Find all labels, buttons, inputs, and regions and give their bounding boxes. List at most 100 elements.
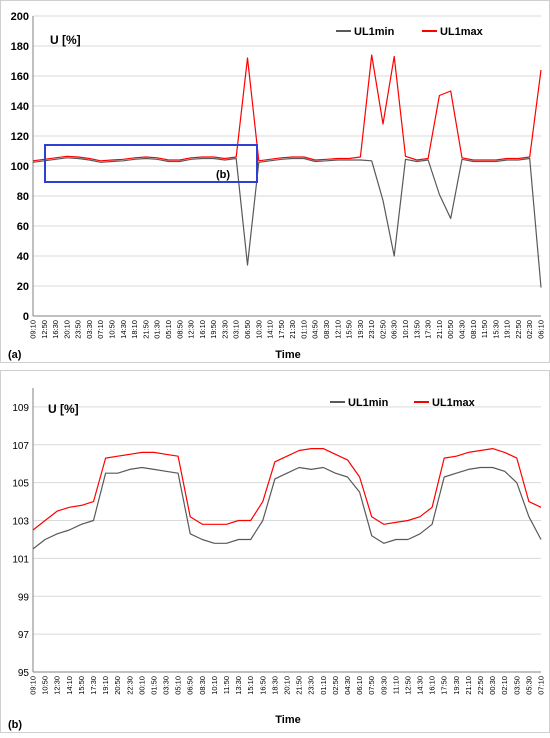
legend-label-min-b: UL1min <box>348 397 389 409</box>
x-tick-label-a-36: 21:10 <box>435 320 444 339</box>
x-tick-label-b-24: 01:10 <box>319 676 328 695</box>
x-tick-label-b-16: 11:50 <box>222 676 231 694</box>
y-tick-label-a-6: 120 <box>11 131 29 143</box>
y-tick-label-a-1: 20 <box>17 281 29 293</box>
x-tick-label-a-19: 06:50 <box>243 320 252 339</box>
x-tick-label-b-36: 21:10 <box>464 676 473 695</box>
x-tick-label-b-31: 12:50 <box>403 676 412 695</box>
x-tick-label-a-28: 15:50 <box>345 320 354 339</box>
panel-label-b: (b) <box>8 719 22 731</box>
y-tick-label-b-5: 105 <box>12 479 29 490</box>
x-tick-label-a-44: 02:30 <box>525 320 534 339</box>
y-tick-label-a-0: 0 <box>23 311 29 323</box>
x-tick-label-a-24: 01:10 <box>299 320 308 339</box>
x-tick-label-a-30: 23:10 <box>367 320 376 339</box>
y-tick-label-a-4: 80 <box>17 191 29 203</box>
x-tick-label-a-37: 00:50 <box>446 320 455 339</box>
x-tick-label-a-1: 12:50 <box>40 320 49 339</box>
x-tick-label-b-30: 11:10 <box>391 676 400 694</box>
legend-label-max-a: UL1max <box>440 26 484 38</box>
x-tick-label-a-17: 23:30 <box>220 320 229 339</box>
x-tick-label-a-35: 17:30 <box>424 320 433 339</box>
x-tick-label-b-29: 09:30 <box>379 676 388 695</box>
x-tick-label-a-29: 19:30 <box>356 320 365 339</box>
x-tick-label-b-38: 00:30 <box>488 676 497 695</box>
x-tick-label-a-14: 12:30 <box>187 320 196 339</box>
y-tick-label-b-4: 103 <box>12 517 29 528</box>
x-tick-label-b-9: 00:10 <box>137 676 146 695</box>
x-tick-label-b-33: 16:10 <box>428 676 437 695</box>
x-tick-label-a-3: 20:10 <box>62 320 71 339</box>
x-tick-label-b-34: 17:50 <box>440 676 449 695</box>
x-tick-label-b-39: 02:10 <box>500 676 509 695</box>
x-tick-label-a-25: 04:50 <box>311 320 320 339</box>
x-tick-label-a-31: 02:50 <box>378 320 387 339</box>
x-tick-label-a-10: 21:50 <box>141 320 150 339</box>
x-tick-label-b-3: 14:10 <box>65 676 74 695</box>
y-tick-label-b-0: 95 <box>18 668 30 679</box>
x-tick-label-a-7: 10:50 <box>108 320 117 339</box>
zoom-region-label: (b) <box>216 169 230 181</box>
x-tick-label-a-15: 16:10 <box>198 320 207 339</box>
y-axis-label-b: U [%] <box>48 402 79 416</box>
x-axis-label-a: Time <box>275 349 300 361</box>
x-tick-label-a-39: 08:10 <box>469 320 478 339</box>
x-tick-label-a-13: 08:50 <box>175 320 184 339</box>
x-tick-label-a-8: 14:30 <box>119 320 128 339</box>
x-tick-label-b-18: 15:10 <box>246 676 255 695</box>
y-tick-label-b-6: 107 <box>12 441 29 452</box>
x-tick-label-b-6: 19:10 <box>101 676 110 695</box>
series-line-b-UL1max <box>32 447 542 531</box>
y-tick-label-b-7: 109 <box>12 403 29 414</box>
x-tick-label-b-12: 05:10 <box>174 676 183 695</box>
y-tick-label-a-7: 140 <box>11 101 29 113</box>
x-tick-label-b-10: 01:50 <box>149 676 158 695</box>
x-tick-label-a-33: 10:10 <box>401 320 410 339</box>
x-tick-label-a-18: 03:10 <box>232 320 241 339</box>
x-tick-label-b-11: 03:30 <box>162 676 171 695</box>
series-line-b-UL1min <box>32 466 542 550</box>
x-tick-label-a-22: 17:50 <box>277 320 286 339</box>
y-tick-label-a-5: 100 <box>11 161 29 173</box>
x-tick-label-b-8: 22:30 <box>125 676 134 695</box>
legend-label-max-b: UL1max <box>432 397 476 409</box>
x-tick-label-a-6: 07:10 <box>96 320 105 339</box>
y-axis-label-a: U [%] <box>50 33 81 47</box>
x-tick-label-a-5: 03:30 <box>85 320 94 339</box>
plot-area-b: 95 97 99 101 103 105 107 109 09:10 10:50 12:30 14:1… <box>12 388 546 695</box>
x-axis-label-b: Time <box>275 714 300 726</box>
x-tick-label-b-27: 06:10 <box>355 676 364 695</box>
x-tick-label-a-12: 05:10 <box>164 320 173 339</box>
y-tick-label-a-3: 60 <box>17 221 29 233</box>
x-tick-label-a-41: 15:30 <box>491 320 500 339</box>
x-tick-label-b-17: 13:30 <box>234 676 243 695</box>
x-tick-label-b-23: 23:30 <box>307 676 316 695</box>
x-tick-label-a-21: 14:10 <box>266 320 275 339</box>
y-tick-label-a-10: 200 <box>11 11 29 23</box>
y-tick-label-a-2: 40 <box>17 251 29 263</box>
x-tick-label-b-4: 15:50 <box>77 676 86 695</box>
x-tick-label-a-42: 19:10 <box>503 320 512 339</box>
x-tick-label-b-26: 04:30 <box>343 676 352 695</box>
x-tick-label-b-22: 21:50 <box>295 676 304 695</box>
x-tick-label-a-27: 12:10 <box>333 320 342 339</box>
x-tick-label-a-23: 21:30 <box>288 320 297 339</box>
y-tick-label-b-3: 101 <box>12 554 29 565</box>
x-tick-label-b-1: 10:50 <box>41 676 50 695</box>
x-tick-label-b-13: 06:50 <box>186 676 195 695</box>
x-tick-label-a-0: 09:10 <box>29 320 38 339</box>
x-tick-label-b-20: 18:30 <box>270 676 279 695</box>
zoom-region-box <box>44 144 258 183</box>
x-tick-label-b-28: 07:50 <box>367 676 376 695</box>
chart-b-svg: 95 97 99 101 103 105 107 109 09:10 10:50 12:30 14:1… <box>0 370 550 733</box>
x-tick-label-a-20: 10:30 <box>254 320 263 339</box>
x-tick-label-b-21: 20:10 <box>283 676 292 695</box>
x-tick-label-a-26: 08:30 <box>322 320 331 339</box>
series-line-a-UL1min <box>32 157 542 288</box>
x-tick-label-a-11: 01:30 <box>153 320 162 339</box>
x-tick-label-b-14: 08:30 <box>198 676 207 695</box>
y-tick-label-a-8: 160 <box>11 71 29 83</box>
x-tick-label-b-0: 09:10 <box>29 676 38 695</box>
chart-panel-b: 95 97 99 101 103 105 107 109 09:10 10:50 12:30 14:1… <box>0 370 550 733</box>
